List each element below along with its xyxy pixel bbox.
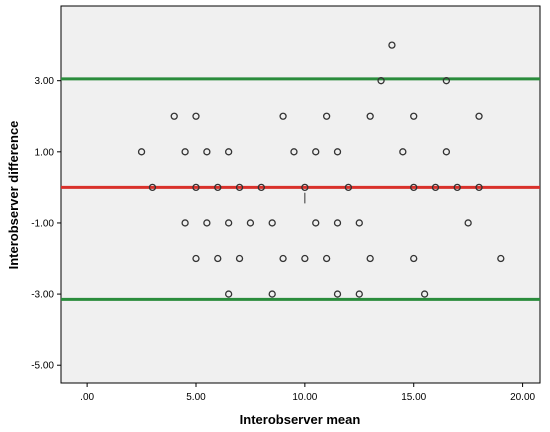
y-axis-ticks: 3.00 1.00 -1.00 -3.00 -5.00 [31, 76, 61, 372]
data-point [290, 148, 298, 156]
x-axis-ticks: .00 5.00 10.00 15.00 20.00 [80, 383, 536, 403]
data-point [224, 148, 233, 156]
data-point [279, 112, 287, 120]
data-point [312, 148, 320, 156]
data-point [203, 148, 211, 156]
data-point [410, 254, 418, 263]
data-point [442, 148, 451, 156]
data-point [410, 183, 418, 192]
data-point [301, 254, 309, 263]
data-point [214, 254, 222, 263]
data-point [377, 77, 385, 85]
data-point [235, 254, 244, 263]
data-point [475, 112, 483, 120]
data-point [442, 77, 451, 85]
x-tick-label: 10.00 [292, 392, 317, 403]
data-point [224, 219, 233, 227]
data-point [355, 290, 363, 298]
data-point [170, 112, 178, 120]
data-point [388, 41, 396, 49]
data-point [257, 183, 265, 192]
data-point [410, 112, 418, 120]
data-point [333, 148, 342, 156]
data-point [181, 219, 189, 227]
data-point [420, 290, 429, 298]
data-point [246, 219, 255, 227]
data-point [137, 148, 146, 156]
plot-area [60, 5, 541, 384]
data-point [453, 183, 461, 192]
data-points [137, 41, 505, 298]
data-point [192, 254, 200, 263]
data-point [497, 254, 505, 263]
y-tick-label: 1.00 [35, 147, 55, 158]
data-point [431, 183, 440, 192]
y-tick-label: -3.00 [31, 290, 54, 301]
y-axis-title: Interobserver difference [6, 121, 21, 270]
x-tick-label: 5.00 [186, 392, 206, 403]
data-point [333, 290, 342, 298]
y-tick-label: -5.00 [31, 361, 54, 372]
data-point [475, 183, 483, 192]
y-tick-label: 3.00 [35, 76, 55, 87]
data-point [464, 219, 472, 227]
data-point [224, 290, 233, 298]
x-axis-title: Interobserver mean [240, 412, 361, 427]
data-point [301, 183, 309, 192]
data-point [399, 148, 407, 156]
data-point [181, 148, 189, 156]
data-point [203, 219, 211, 227]
data-point [279, 254, 287, 263]
data-point [235, 183, 244, 192]
x-tick-label: .00 [80, 392, 94, 403]
data-point [344, 183, 353, 192]
data-point [148, 183, 157, 192]
data-point [268, 219, 276, 227]
data-point [322, 112, 331, 120]
y-tick-label: -1.00 [31, 218, 54, 229]
data-point [312, 219, 320, 227]
data-point [192, 183, 200, 192]
data-point [192, 112, 200, 120]
x-tick-label: 15.00 [401, 392, 426, 403]
data-point [333, 219, 342, 227]
data-point [355, 219, 363, 227]
data-point [366, 254, 374, 263]
data-point [322, 254, 331, 263]
data-point [214, 183, 222, 192]
data-point [268, 290, 276, 298]
x-tick-label: 20.00 [510, 392, 535, 403]
data-point [366, 112, 374, 120]
